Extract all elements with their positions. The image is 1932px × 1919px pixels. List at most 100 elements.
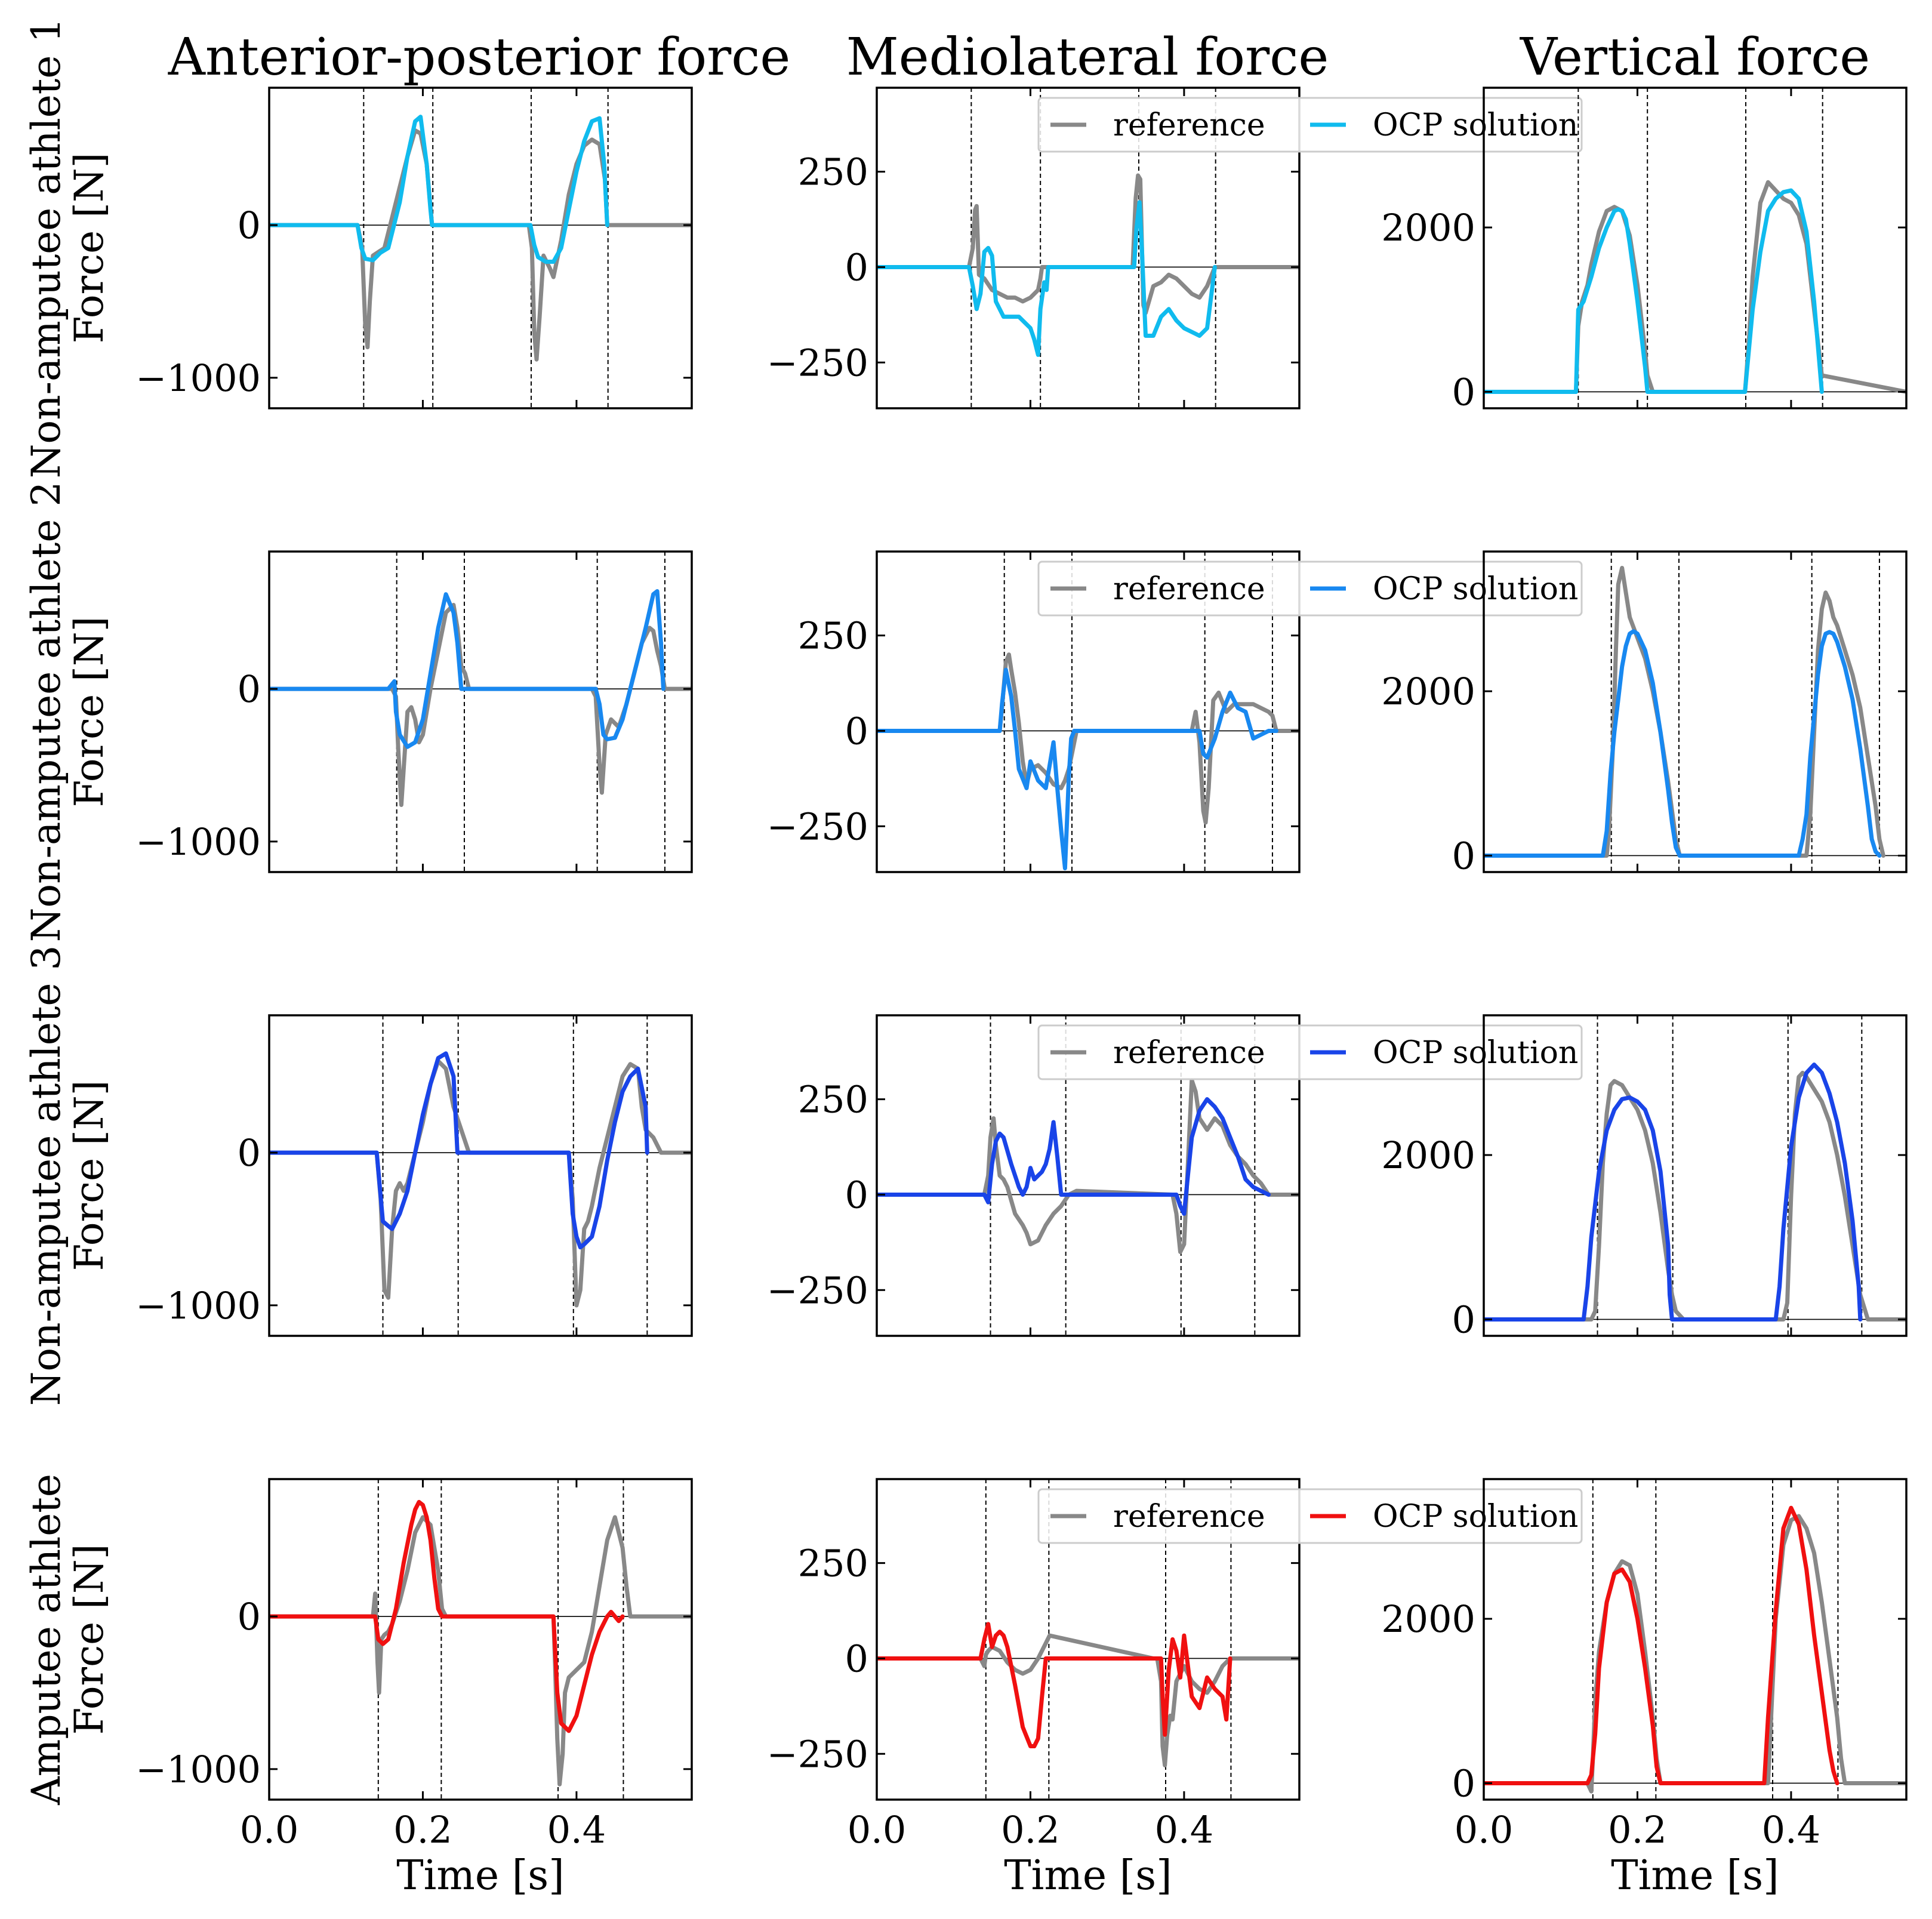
reference-series-line	[269, 1059, 692, 1308]
legend-reference-label: reference	[1113, 571, 1265, 607]
series-group	[269, 1499, 692, 1786]
legend-ocp-label: OCP solution	[1373, 107, 1578, 143]
row-1: Non-amputee athlete 1Force [N] 0 −1000 250 0…	[23, 18, 1908, 479]
y-tick-label: 0	[845, 245, 868, 289]
ocp-series-line	[877, 1622, 1232, 1748]
column-title-vertical: Vertical force	[1520, 27, 1870, 87]
y-tick-label: −1000	[135, 820, 261, 864]
column-title-anterior-posterior: Anterior-posterior force	[168, 27, 791, 87]
y-tick-label: 250	[798, 150, 868, 194]
legend-reference-label: reference	[1113, 1035, 1265, 1071]
y-tick-label: −250	[767, 341, 868, 384]
ocp-series-line	[1484, 188, 1824, 394]
y-tick-label: −1000	[135, 1748, 261, 1791]
x-axis-label: Time [s]	[1611, 1852, 1779, 1899]
row-label: Amputee athleteForce [N]	[23, 1474, 112, 1806]
series-group	[1484, 566, 1885, 858]
axis-frame	[876, 1014, 1301, 1337]
y-tick-label: 0	[238, 1131, 261, 1175]
ylabel: Force [N]	[66, 617, 112, 808]
reference-series-line	[877, 652, 1299, 825]
axis-frame	[876, 1478, 1301, 1801]
row-label: Non-amputee athlete 2Force [N]	[23, 482, 112, 942]
panel-grid: Non-amputee athlete 1Force [N] 0−10002500…	[23, 18, 1908, 1899]
axis-frame	[876, 550, 1301, 873]
ocp-series-line	[1484, 629, 1882, 858]
legend-ocp-label: OCP solution	[1373, 1035, 1578, 1071]
y-tick-label: 2000	[1381, 1133, 1475, 1177]
ylabel: Force [N]	[66, 1080, 112, 1271]
y-tick-label: 250	[798, 1078, 868, 1122]
panel-vertical: 2000 0	[1381, 87, 1908, 414]
series-group	[877, 173, 1299, 357]
ylabel: Force [N]	[66, 1544, 112, 1735]
y-tick-label: 0	[845, 1173, 868, 1216]
axis-frame	[268, 550, 693, 873]
y-tick-label: 0	[1452, 370, 1475, 414]
panel-vertical: 0.0 0.2 0.4 2000 0 Time [s]	[1381, 1478, 1908, 1899]
y-tick-label: −250	[767, 1268, 868, 1312]
ocp-series-line	[877, 667, 1278, 871]
ocp-series-line	[1484, 1062, 1863, 1322]
reference-series-line	[269, 1515, 692, 1786]
axis-frame	[268, 1478, 693, 1801]
row-label: Non-amputee athlete 1Force [N]	[23, 18, 112, 479]
series-group	[1484, 1505, 1906, 1794]
reference-series-line	[877, 1078, 1299, 1254]
ocp-series-line	[269, 115, 609, 264]
series-group	[269, 115, 692, 362]
legend-reference-label: reference	[1113, 107, 1265, 143]
axis-frame	[268, 87, 693, 409]
panel-vertical: 2000 0	[1381, 1014, 1908, 1341]
ocp-series-line	[269, 1051, 649, 1250]
axis-frame	[1483, 550, 1908, 873]
y-tick-label: 250	[798, 1542, 868, 1585]
y-tick-label: −1000	[135, 356, 261, 400]
series-group	[877, 652, 1299, 871]
panel-mediolateral: 250 0 −250 reference OCP solution	[767, 1014, 1583, 1337]
x-tick-label: 0.0	[240, 1808, 299, 1852]
y-tick-label: 0	[845, 1637, 868, 1680]
y-tick-label: 0	[1452, 1298, 1475, 1341]
x-tick-label: 0.2	[393, 1808, 452, 1852]
y-tick-label: −250	[767, 1732, 868, 1776]
athlete-name: Non-amputee athlete 2	[23, 482, 69, 942]
y-tick-label: 0	[238, 204, 261, 247]
y-tick-label: 0	[238, 667, 261, 711]
series-group	[269, 589, 692, 807]
axis-frame	[268, 1014, 693, 1337]
panel-anterior-posterior: 0.0 0.2 0.4 0 −1000 Time [s]	[135, 1478, 693, 1899]
legend: reference OCP solution	[1037, 1024, 1583, 1080]
panel-vertical: 2000 0	[1381, 550, 1908, 877]
ylabel: Force [N]	[66, 153, 112, 344]
reference-series-line	[1484, 1070, 1906, 1322]
legend-reference-label: reference	[1113, 1499, 1265, 1535]
panel-mediolateral: 0.0 0.2 0.4 250 0 −250 Time [s] reference OCP so…	[767, 1478, 1583, 1899]
athlete-name: Non-amputee athlete 1	[23, 18, 69, 479]
x-tick-label: 0.4	[1155, 1808, 1214, 1852]
y-tick-label: 2000	[1381, 206, 1475, 249]
reference-series-line	[877, 173, 1299, 315]
ocp-series-line	[877, 200, 1217, 357]
x-tick-label: 0.4	[547, 1808, 606, 1852]
reference-series-line	[269, 128, 692, 362]
row-4: Amputee athleteForce [N] 0.0 0.2 0.4 0 −1000 T…	[23, 1474, 1908, 1899]
y-tick-label: 0	[1452, 834, 1475, 877]
x-tick-label: 0.2	[1608, 1808, 1667, 1852]
panel-mediolateral: 250 0 −250 reference OCP solution	[767, 550, 1583, 873]
panel-anterior-posterior: 0 −1000	[135, 550, 693, 873]
row-label: Non-amputee athlete 3Force [N]	[23, 945, 112, 1406]
y-tick-label: 2000	[1381, 1597, 1475, 1641]
legend-ocp-label: OCP solution	[1373, 571, 1578, 607]
series-group	[1484, 1062, 1906, 1322]
y-tick-label: 0	[1452, 1761, 1475, 1805]
x-axis-label: Time [s]	[1004, 1852, 1172, 1899]
legend: reference OCP solution	[1037, 1488, 1583, 1544]
x-axis-label: Time [s]	[396, 1852, 564, 1899]
row-2: Non-amputee athlete 2Force [N] 0 −1000 250 0…	[23, 482, 1908, 942]
ocp-series-line	[269, 1499, 625, 1733]
y-tick-label: −1000	[135, 1284, 261, 1327]
legend: reference OCP solution	[1037, 97, 1583, 153]
reference-series-line	[1484, 180, 1906, 394]
x-tick-label: 0.4	[1762, 1808, 1821, 1852]
